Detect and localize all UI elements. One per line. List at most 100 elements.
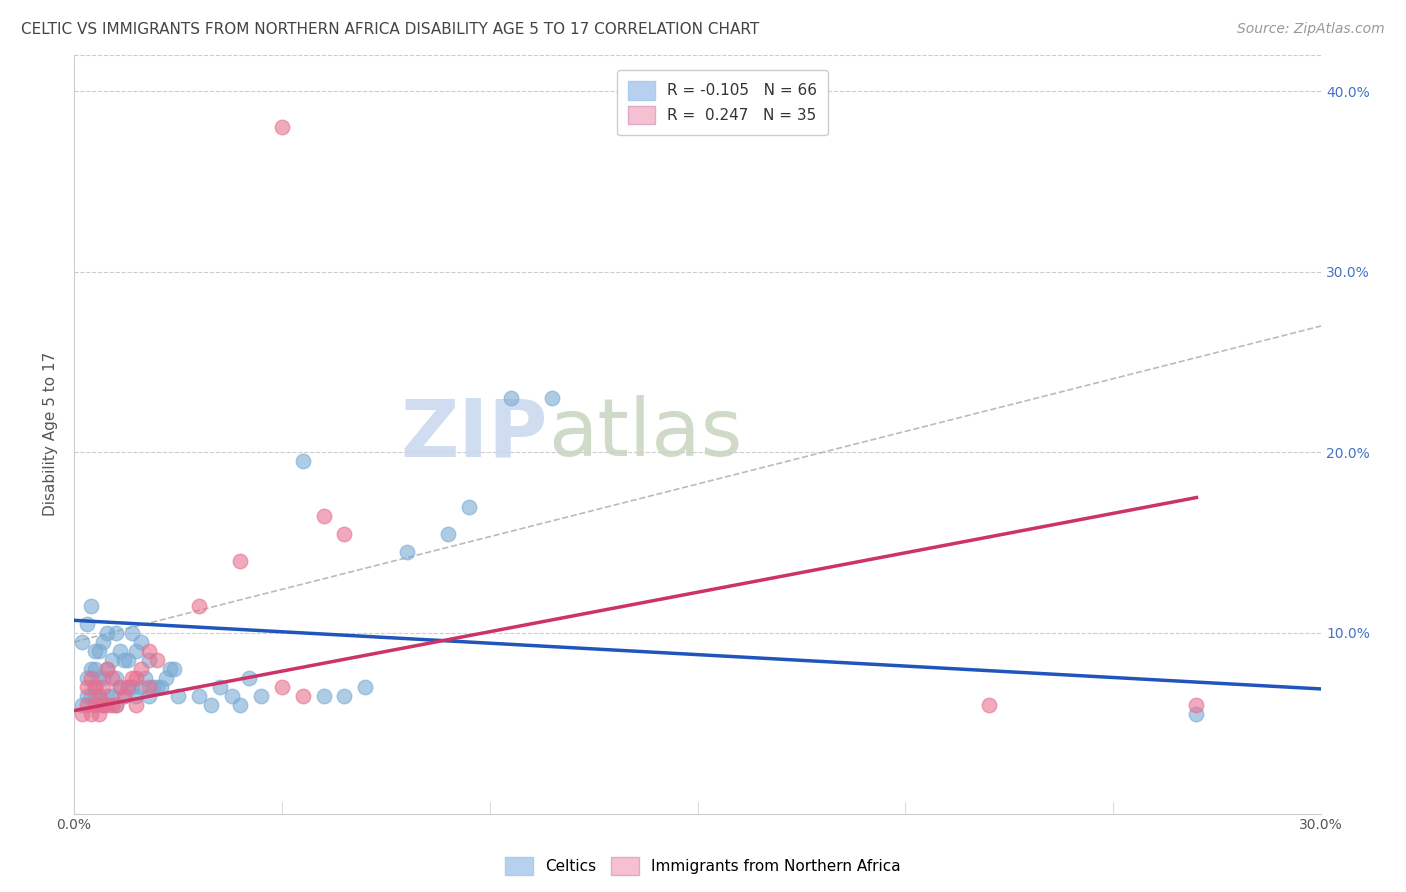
- Point: [238, 671, 260, 685]
- Text: Source: ZipAtlas.com: Source: ZipAtlas.com: [1237, 22, 1385, 37]
- Point: [100, 698, 122, 713]
- Y-axis label: Disability Age 5 to 17: Disability Age 5 to 17: [44, 352, 58, 516]
- Point: [108, 680, 131, 694]
- Point: [134, 671, 156, 685]
- Point: [96, 689, 118, 703]
- Legend: Celtics, Immigrants from Northern Africa: Celtics, Immigrants from Northern Africa: [501, 852, 905, 880]
- Point: [83, 662, 105, 676]
- Point: [271, 120, 294, 135]
- Point: [121, 671, 143, 685]
- Point: [96, 626, 118, 640]
- Point: [72, 698, 94, 713]
- Point: [117, 653, 139, 667]
- Point: [333, 526, 356, 541]
- Point: [91, 698, 114, 713]
- Point: [87, 644, 110, 658]
- Point: [104, 671, 127, 685]
- Point: [112, 689, 135, 703]
- Point: [125, 671, 148, 685]
- Point: [87, 689, 110, 703]
- Point: [146, 653, 169, 667]
- Point: [1185, 698, 1208, 713]
- Point: [87, 671, 110, 685]
- Point: [83, 689, 105, 703]
- Point: [499, 391, 522, 405]
- Point: [155, 671, 177, 685]
- Point: [80, 707, 103, 722]
- Point: [291, 689, 314, 703]
- Point: [83, 698, 105, 713]
- Point: [76, 671, 98, 685]
- Point: [80, 671, 103, 685]
- Text: atlas: atlas: [548, 395, 742, 474]
- Point: [291, 454, 314, 468]
- Point: [129, 680, 152, 694]
- Point: [354, 680, 377, 694]
- Point: [91, 635, 114, 649]
- Point: [76, 689, 98, 703]
- Point: [125, 698, 148, 713]
- Point: [96, 698, 118, 713]
- Point: [117, 680, 139, 694]
- Point: [333, 689, 356, 703]
- Point: [76, 698, 98, 713]
- Point: [83, 680, 105, 694]
- Point: [104, 698, 127, 713]
- Point: [167, 689, 190, 703]
- Point: [187, 689, 209, 703]
- Point: [221, 689, 243, 703]
- Point: [80, 662, 103, 676]
- Point: [72, 707, 94, 722]
- Point: [104, 698, 127, 713]
- Point: [87, 689, 110, 703]
- Point: [117, 680, 139, 694]
- Point: [250, 689, 273, 703]
- Point: [100, 653, 122, 667]
- Point: [437, 526, 460, 541]
- Point: [108, 644, 131, 658]
- Point: [229, 698, 252, 713]
- Point: [87, 707, 110, 722]
- Point: [91, 671, 114, 685]
- Point: [125, 689, 148, 703]
- Point: [458, 500, 481, 514]
- Point: [312, 689, 335, 703]
- Point: [83, 698, 105, 713]
- Point: [271, 680, 294, 694]
- Point: [129, 635, 152, 649]
- Text: ZIP: ZIP: [401, 395, 548, 474]
- Point: [76, 680, 98, 694]
- Point: [112, 689, 135, 703]
- Point: [112, 653, 135, 667]
- Point: [80, 599, 103, 613]
- Point: [108, 680, 131, 694]
- Point: [146, 680, 169, 694]
- Point: [138, 653, 160, 667]
- Point: [138, 680, 160, 694]
- Point: [91, 680, 114, 694]
- Point: [200, 698, 222, 713]
- Point: [80, 689, 103, 703]
- Point: [229, 554, 252, 568]
- Point: [83, 680, 105, 694]
- Point: [91, 698, 114, 713]
- Point: [96, 662, 118, 676]
- Point: [100, 689, 122, 703]
- Point: [121, 626, 143, 640]
- Point: [163, 662, 186, 676]
- Point: [138, 644, 160, 658]
- Point: [150, 680, 173, 694]
- Point: [83, 644, 105, 658]
- Point: [541, 391, 564, 405]
- Point: [187, 599, 209, 613]
- Legend: R = -0.105   N = 66, R =  0.247   N = 35: R = -0.105 N = 66, R = 0.247 N = 35: [617, 70, 828, 136]
- Point: [1185, 707, 1208, 722]
- Point: [129, 662, 152, 676]
- Point: [104, 626, 127, 640]
- Point: [72, 635, 94, 649]
- Point: [208, 680, 231, 694]
- Text: CELTIC VS IMMIGRANTS FROM NORTHERN AFRICA DISABILITY AGE 5 TO 17 CORRELATION CHA: CELTIC VS IMMIGRANTS FROM NORTHERN AFRIC…: [21, 22, 759, 37]
- Point: [125, 644, 148, 658]
- Point: [121, 680, 143, 694]
- Point: [159, 662, 181, 676]
